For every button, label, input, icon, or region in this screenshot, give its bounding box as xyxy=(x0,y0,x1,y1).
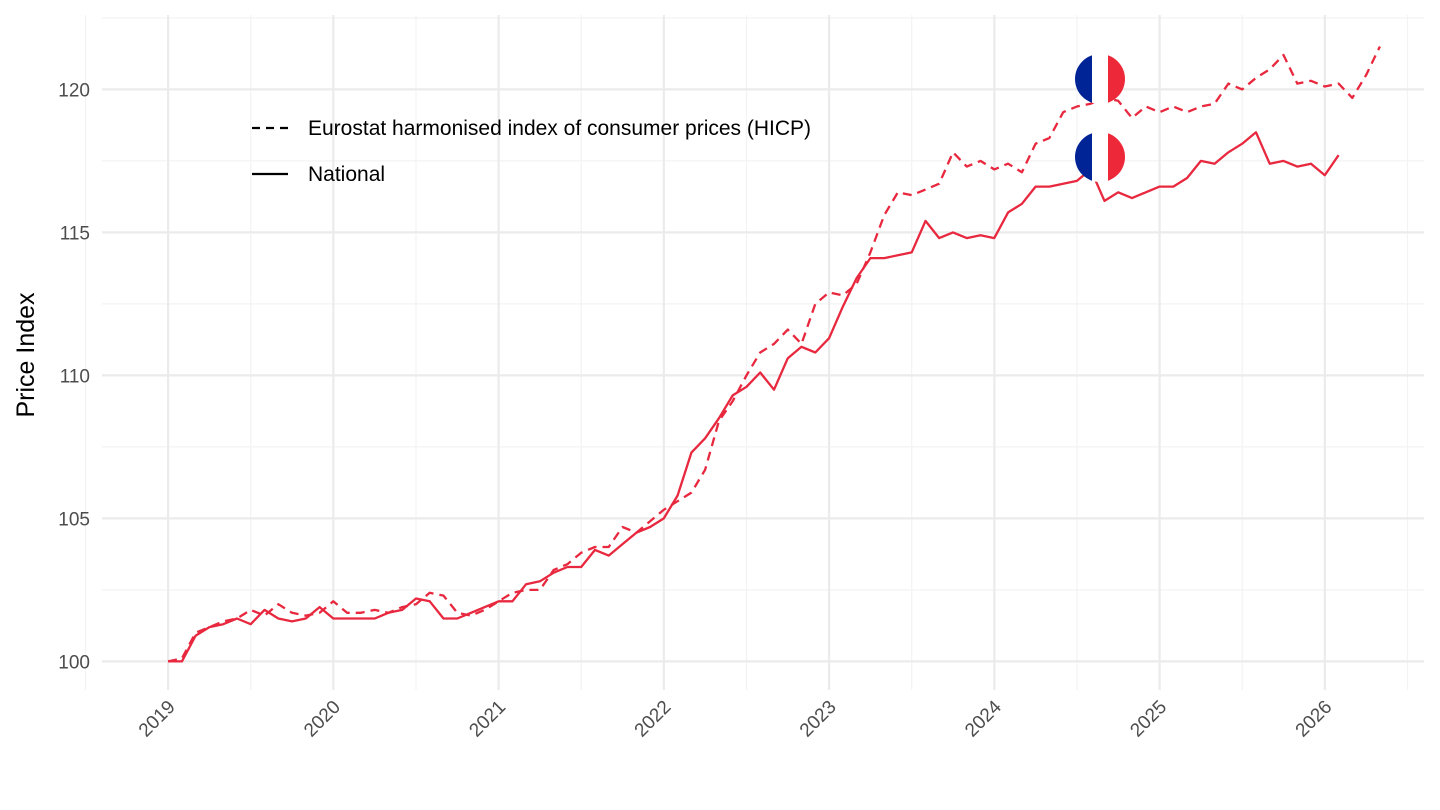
y-axis-ticks: 100 105 110 115 120 xyxy=(58,80,90,673)
x-tick-label: 2026 xyxy=(1292,697,1337,742)
legend-label-hicp: Eurostat harmonised index of consumer pr… xyxy=(308,117,811,140)
legend: Eurostat harmonised index of consumer pr… xyxy=(252,117,811,186)
x-axis-ticks: 2019 2020 2021 2022 2023 2024 2025 2026 xyxy=(135,696,1336,741)
y-tick-label: 115 xyxy=(60,223,90,244)
legend-label-national: National xyxy=(308,163,385,186)
y-tick-label: 110 xyxy=(60,366,90,387)
series-lines xyxy=(167,46,1381,663)
y-tick-label: 105 xyxy=(58,509,90,530)
flag-markers xyxy=(1075,54,1125,182)
x-tick-label: 2022 xyxy=(631,697,676,742)
x-tick-label: 2019 xyxy=(135,697,180,742)
france-flag-icon xyxy=(1075,132,1125,182)
france-flag-icon xyxy=(1075,54,1125,104)
y-tick-label: 120 xyxy=(58,80,90,101)
x-tick-label: 2021 xyxy=(465,697,510,742)
series-hicp-line xyxy=(167,46,1381,663)
x-tick-label: 2025 xyxy=(1126,697,1171,742)
x-tick-label: 2024 xyxy=(961,696,1006,741)
minor-gridlines xyxy=(84,15,1424,690)
y-axis-title: Price Index xyxy=(12,292,40,418)
x-tick-label: 2023 xyxy=(796,697,841,742)
series-national-line xyxy=(168,131,1340,663)
x-tick-label: 2020 xyxy=(300,697,345,742)
y-tick-label: 100 xyxy=(58,652,90,673)
